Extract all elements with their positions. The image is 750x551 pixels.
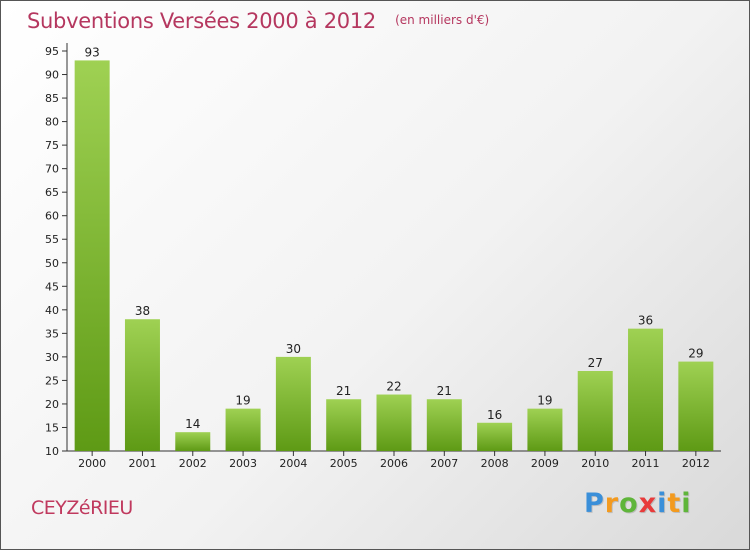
value-label: 21	[437, 384, 452, 398]
bar-2001	[124, 319, 160, 451]
commune-name: CEYZéRIEU	[31, 497, 133, 519]
bar-2012	[678, 361, 714, 451]
y-tick-label: 20	[45, 398, 59, 411]
y-tick-label: 80	[45, 116, 59, 129]
y-tick-label: 70	[45, 163, 59, 176]
logo-letter: r	[604, 488, 620, 519]
x-tick-label: 2012	[682, 457, 710, 470]
y-tick-label: 15	[45, 421, 59, 434]
bar-2004	[275, 356, 311, 451]
x-tick-label: 2010	[581, 457, 609, 470]
value-label: 36	[638, 314, 653, 328]
value-label: 38	[135, 304, 150, 318]
y-tick-label: 85	[45, 92, 59, 105]
x-tick-label: 2000	[78, 457, 106, 470]
logo-letter: P	[584, 488, 605, 519]
x-tick-label: 2005	[330, 457, 358, 470]
y-tick-label: 55	[45, 233, 59, 246]
x-tick-label: 2009	[531, 457, 559, 470]
value-label: 27	[588, 356, 603, 370]
logo-letter: o	[619, 488, 639, 519]
x-tick-label: 2006	[380, 457, 408, 470]
x-tick-label: 2002	[179, 457, 207, 470]
y-tick-label: 25	[45, 374, 59, 387]
y-tick-label: 50	[45, 257, 59, 270]
chart-title: Subventions Versées 2000 à 2012	[27, 9, 376, 33]
value-label: 16	[487, 408, 502, 422]
bar-2011	[628, 328, 664, 451]
value-label: 29	[688, 347, 703, 361]
value-label: 19	[537, 394, 552, 408]
y-tick-label: 75	[45, 139, 59, 152]
y-tick-label: 35	[45, 327, 59, 340]
y-tick-label: 60	[45, 210, 59, 223]
y-tick-label: 30	[45, 351, 59, 364]
x-axis: 2000 2001 2002 2003 2004 2005 2006 2007 2008 2009…	[67, 450, 721, 470]
y-tick-label: 95	[45, 45, 59, 58]
x-tick-label: 2011	[632, 457, 660, 470]
value-label: 21	[336, 384, 351, 398]
value-label: 93	[85, 45, 100, 59]
bars	[74, 60, 714, 451]
value-label: 30	[286, 342, 301, 356]
y-tick-label: 40	[45, 304, 59, 317]
bar-2002	[175, 432, 211, 451]
logo-letter: i	[681, 488, 692, 519]
y-tick-label: 65	[45, 186, 59, 199]
value-label: 19	[235, 394, 250, 408]
value-labels: 93 38 14 19 30 21 22 21 16 19 27 36 29	[85, 45, 704, 431]
bar-2005	[326, 399, 362, 451]
x-tick-label: 2004	[279, 457, 307, 470]
proxiti-logo: Proxiti	[584, 488, 692, 519]
x-tick-label: 2001	[128, 457, 156, 470]
bar-2008	[477, 422, 513, 451]
x-tick-label: 2003	[229, 457, 257, 470]
y-tick-label: 90	[45, 69, 59, 82]
bar-2006	[376, 394, 412, 451]
logo-letter: x	[638, 488, 658, 519]
y-axis: 10 15 20 25 30 35 40 45 50 55 60 65 70 75 80 85 90 95	[45, 43, 68, 458]
bar-2009	[527, 408, 563, 451]
logo-letter: t	[667, 488, 682, 519]
bar-2010	[577, 371, 613, 451]
y-tick-label: 45	[45, 280, 59, 293]
value-label: 14	[185, 417, 200, 431]
logo-letter: i	[657, 488, 668, 519]
x-tick-label: 2007	[430, 457, 458, 470]
x-tick-label: 2008	[481, 457, 509, 470]
bar-2003	[225, 408, 261, 451]
bar-2007	[426, 399, 462, 451]
value-label: 22	[386, 380, 401, 394]
y-tick-label: 10	[45, 445, 59, 458]
bar-2000	[74, 60, 110, 451]
chart-subtitle: (en milliers d'€)	[395, 13, 490, 27]
title-row: Subventions Versées 2000 à 2012 (en mill…	[27, 9, 489, 33]
